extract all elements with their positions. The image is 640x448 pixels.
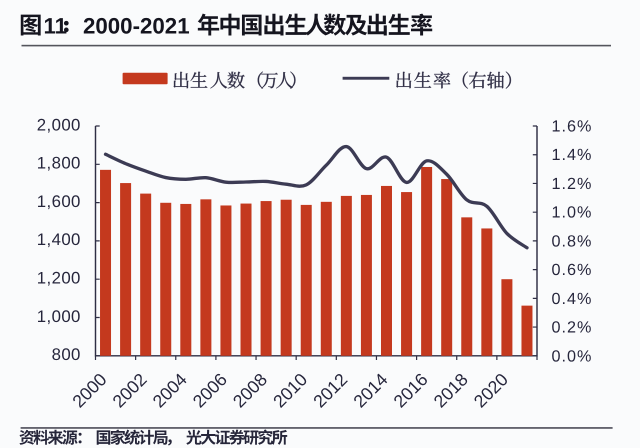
svg-text:2,000: 2,000: [37, 115, 81, 134]
svg-text:0.0%: 0.0%: [552, 347, 593, 365]
svg-text:0.8%: 0.8%: [552, 232, 593, 250]
svg-text:1,200: 1,200: [37, 269, 81, 288]
svg-text:0.6%: 0.6%: [552, 261, 593, 279]
svg-text:1,600: 1,600: [37, 192, 81, 211]
svg-text:1,400: 1,400: [37, 230, 81, 249]
svg-text:11: 11: [44, 13, 68, 38]
svg-text:1.0%: 1.0%: [552, 204, 593, 222]
svg-text:800: 800: [52, 345, 81, 364]
svg-text:2000-2021: 2000-2021: [83, 13, 190, 38]
svg-text:1,800: 1,800: [37, 154, 81, 173]
svg-text:0.2%: 0.2%: [552, 319, 593, 337]
svg-text:1,000: 1,000: [37, 307, 81, 326]
svg-text:1.4%: 1.4%: [552, 146, 593, 164]
svg-text:0.4%: 0.4%: [552, 290, 593, 308]
svg-text:1.2%: 1.2%: [552, 175, 593, 193]
svg-text:1.6%: 1.6%: [552, 118, 593, 136]
